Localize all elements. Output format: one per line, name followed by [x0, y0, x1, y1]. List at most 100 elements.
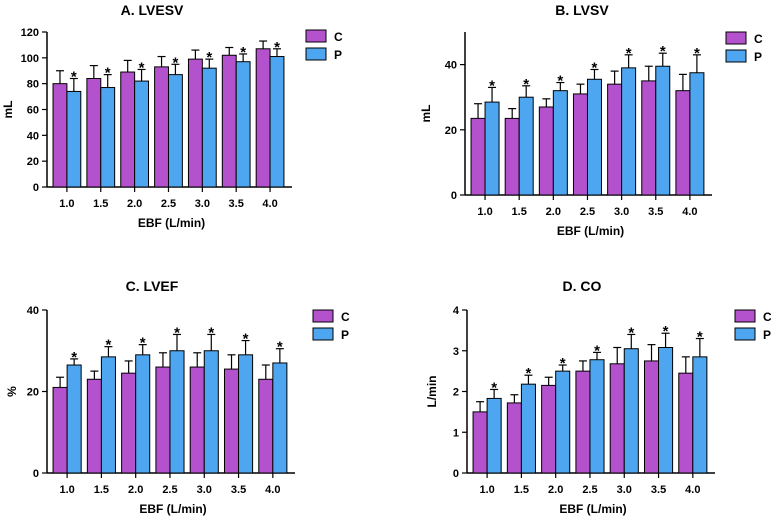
significance-star: * [594, 342, 600, 359]
y-tick-label: 20 [27, 156, 39, 168]
bar-C-2.5 [575, 370, 591, 474]
legend-label-P: P [763, 328, 771, 342]
significance-star: * [560, 355, 566, 372]
x-tick-label: 2.0 [546, 206, 561, 218]
bar-P-3.0 [203, 350, 219, 474]
legend-swatch-P [725, 49, 747, 63]
significance-star: * [243, 331, 249, 348]
x-tick-label: 1.0 [59, 198, 74, 210]
legend-label-P: P [754, 50, 762, 64]
x-tick-label: 4.0 [262, 198, 277, 210]
x-axis-title: EBF (L/min) [139, 502, 206, 516]
bar-C-4.0 [258, 378, 274, 474]
bar-P-3.5 [235, 61, 251, 188]
bar-P-3.5 [658, 346, 674, 474]
x-tick-label: 3.5 [651, 484, 666, 496]
bar-C-2.5 [572, 93, 588, 196]
bar-C-2.0 [538, 106, 554, 196]
bar-P-2.5 [167, 74, 183, 188]
significance-star: * [174, 324, 180, 341]
x-tick-label: 2.5 [582, 484, 597, 496]
bar-C-3.5 [223, 368, 240, 474]
legend-label-C: C [754, 32, 763, 46]
y-tick-label: 40 [445, 60, 457, 72]
significance-star: * [526, 365, 532, 382]
y-axis-title: L/min [425, 376, 439, 408]
y-tick-label: 60 [27, 105, 39, 117]
y-tick-label: 0 [453, 468, 459, 480]
chart-panel-4: D. CO 0 1 2 3 4 L/min * 1.0 * 1.5 * 2.0 * 2.5 * 3.0 * 3.5 *… [425, 278, 771, 516]
bar-C-1.5 [506, 402, 522, 474]
bar-P-2.0 [134, 80, 150, 188]
y-tick-label: 80 [27, 79, 39, 91]
y-tick-label: 120 [21, 27, 39, 39]
bar-P-2.0 [135, 354, 151, 474]
y-tick-label: 2 [453, 387, 459, 399]
bar-P-4.0 [692, 356, 708, 474]
y-tick-label: 0 [33, 468, 39, 480]
bar-P-1.5 [100, 87, 116, 188]
x-axis-title: EBF (L/min) [559, 502, 626, 516]
bar-P-4.0 [272, 362, 288, 474]
legend-label-C: C [763, 310, 771, 324]
chart-title: A. LVESV [121, 2, 184, 18]
bar-C-4.0 [678, 372, 694, 474]
y-tick-label: 0 [33, 182, 39, 194]
bar-P-2.5 [589, 359, 605, 474]
bar-P-3.0 [621, 67, 637, 196]
bar-P-3.5 [238, 354, 254, 474]
bar-P-2.5 [586, 78, 602, 196]
significance-star: * [106, 337, 112, 354]
bar-C-3.0 [607, 83, 623, 196]
legend-swatch-P [734, 327, 756, 341]
significance-star: * [663, 323, 669, 340]
significance-star: * [660, 43, 666, 60]
chart-panel-2: B. LVSV 0 20 40 mL * 1.0 * 1.5 * 2.0 * 2.5 * 3.0 * 3.5 * 4… [419, 2, 763, 238]
y-tick-label: 40 [27, 305, 39, 317]
legend-label-C: C [341, 310, 350, 324]
bar-C-3.0 [187, 58, 203, 188]
significance-star: * [491, 379, 497, 396]
chart-title: B. LVSV [555, 2, 609, 18]
bar-P-1.5 [100, 356, 116, 474]
bar-C-3.5 [221, 54, 237, 188]
legend-swatch-C [305, 29, 327, 43]
significance-star: * [557, 73, 563, 90]
legend-swatch-C [312, 309, 334, 323]
bar-C-1.5 [504, 117, 520, 196]
bar-C-1.0 [52, 83, 68, 188]
x-tick-label: 3.5 [229, 198, 244, 210]
bar-C-2.0 [120, 71, 136, 188]
x-tick-label: 3.0 [197, 484, 212, 496]
x-tick-label: 3.5 [231, 484, 246, 496]
y-tick-label: 3 [453, 346, 459, 358]
legend-swatch-P [305, 47, 327, 61]
bar-P-3.5 [655, 65, 671, 196]
significance-star: * [626, 45, 632, 62]
bar-P-1.5 [518, 96, 534, 196]
significance-star: * [71, 349, 77, 366]
significance-star: * [208, 324, 214, 341]
y-tick-label: 4 [453, 305, 460, 317]
x-axis-title: EBF (L/min) [557, 224, 624, 238]
bar-C-1.0 [470, 117, 486, 196]
significance-star: * [140, 335, 146, 352]
x-tick-label: 1.5 [512, 206, 527, 218]
x-tick-label: 1.0 [477, 206, 492, 218]
legend-label-P: P [341, 328, 349, 342]
x-tick-label: 2.5 [580, 206, 595, 218]
x-tick-label: 2.0 [548, 484, 563, 496]
x-tick-label: 2.5 [162, 484, 177, 496]
y-axis-title: mL [419, 105, 433, 123]
chart-title: D. CO [563, 278, 602, 294]
significance-star: * [139, 59, 145, 76]
significance-star: * [628, 324, 634, 341]
bar-C-2.0 [541, 384, 557, 474]
y-tick-label: 40 [27, 130, 39, 142]
x-axis-title: EBF (L/min) [138, 216, 205, 230]
x-tick-label: 2.5 [161, 198, 176, 210]
bar-C-1.0 [472, 411, 488, 474]
bar-C-1.0 [52, 386, 68, 474]
x-tick-label: 1.5 [93, 198, 108, 210]
significance-star: * [592, 59, 598, 76]
